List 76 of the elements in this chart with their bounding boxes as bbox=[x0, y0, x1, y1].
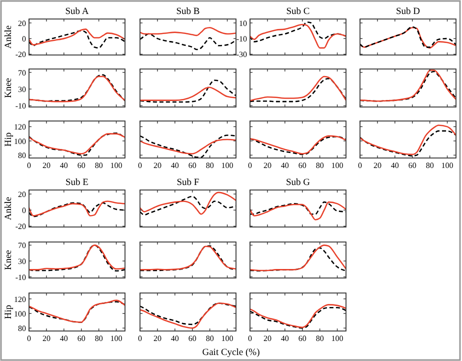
y-tick-label: 80 bbox=[18, 324, 26, 334]
x-tick-label: 40 bbox=[280, 334, 289, 343]
x-tick-label: 20 bbox=[263, 161, 272, 170]
y-tick-label: 30 bbox=[18, 256, 26, 266]
y-axis-title: Ankle bbox=[4, 25, 14, 49]
x-tick-label: 80 bbox=[94, 334, 103, 343]
x-tick-label: 80 bbox=[316, 161, 324, 170]
x-tick-label: 60 bbox=[188, 161, 196, 170]
y-axis-title: Ankle bbox=[4, 196, 14, 220]
x-tick-label: 60 bbox=[77, 161, 86, 170]
x-tick-label: 20 bbox=[42, 334, 50, 343]
x-tick-label: 100 bbox=[221, 334, 234, 343]
x-tick-label: 60 bbox=[188, 334, 196, 343]
x-tick-label: 40 bbox=[60, 334, 68, 343]
y-tick-label: -20 bbox=[15, 50, 26, 60]
y-tick-label: 100 bbox=[14, 309, 26, 318]
x-tick-label: 40 bbox=[170, 334, 179, 343]
y-tick-label: 20 bbox=[18, 18, 26, 28]
x-tick-label: 20 bbox=[263, 334, 272, 343]
chart-title: Sub D bbox=[396, 7, 420, 17]
y-tick-label: -20 bbox=[15, 222, 26, 232]
y-tick-label: 80 bbox=[18, 151, 26, 160]
y-tick-label: 70 bbox=[18, 241, 26, 250]
chart-title: Sub G bbox=[286, 178, 310, 188]
x-tick-label: 20 bbox=[153, 334, 162, 343]
y-tick-label: -30 bbox=[236, 50, 247, 60]
x-tick-label: 80 bbox=[316, 334, 324, 343]
y-tick-label: 120 bbox=[14, 122, 26, 132]
chart-title: Sub E bbox=[66, 178, 89, 188]
y-tick-label: 0 bbox=[22, 34, 26, 44]
x-tick-label: 20 bbox=[153, 161, 162, 170]
y-axis-title: Hip bbox=[4, 304, 14, 320]
chart-title: Sub B bbox=[176, 7, 200, 17]
x-tick-label: 100 bbox=[331, 161, 344, 170]
x-tick-label: 100 bbox=[441, 161, 454, 170]
chart-title: Sub C bbox=[286, 7, 310, 17]
x-tick-label: 80 bbox=[94, 161, 103, 170]
y-axis-title: Hip bbox=[4, 132, 14, 147]
x-tick-label: 80 bbox=[426, 161, 434, 170]
x-tick-label: 60 bbox=[77, 334, 86, 343]
y-tick-label: 30 bbox=[18, 85, 26, 94]
y-tick-label: 0 bbox=[22, 206, 26, 216]
line-series bbox=[250, 24, 346, 49]
x-tick-label: 80 bbox=[206, 161, 214, 170]
x-tick-label: 100 bbox=[110, 161, 122, 170]
line-series bbox=[29, 30, 125, 49]
chart-title: Sub A bbox=[65, 7, 89, 17]
chart-title: Sub F bbox=[176, 178, 200, 188]
x-tick-label: 60 bbox=[408, 161, 416, 170]
y-axis-title: Knee bbox=[4, 250, 14, 270]
x-tick-label: 60 bbox=[298, 334, 306, 343]
y-axis-title: Knee bbox=[4, 78, 14, 98]
x-tick-label: 40 bbox=[170, 161, 179, 170]
x-tick-label: 0 bbox=[138, 334, 142, 343]
x-tick-label: 20 bbox=[373, 161, 382, 170]
y-tick-label: 70 bbox=[18, 68, 26, 78]
x-tick-label: 40 bbox=[280, 161, 289, 170]
line-series bbox=[29, 28, 125, 46]
y-tick-label: 10 bbox=[239, 18, 247, 28]
x-tick-label: 0 bbox=[138, 161, 142, 170]
x-tick-label: 40 bbox=[60, 161, 68, 170]
x-tick-label: 40 bbox=[390, 161, 399, 170]
y-tick-label: -10 bbox=[15, 102, 26, 111]
x-tick-label: 0 bbox=[358, 161, 362, 170]
y-tick-label: 20 bbox=[18, 190, 26, 200]
x-tick-label: 100 bbox=[221, 161, 234, 170]
x-tick-label: 20 bbox=[42, 161, 50, 170]
x-tick-label: 100 bbox=[331, 334, 344, 343]
y-tick-label: -10 bbox=[15, 272, 26, 282]
y-tick-label: -10 bbox=[236, 34, 247, 44]
y-tick-label: 120 bbox=[14, 294, 26, 304]
x-tick-label: 60 bbox=[298, 161, 306, 170]
x-tick-label: 100 bbox=[110, 334, 122, 343]
y-tick-label: 100 bbox=[14, 136, 26, 146]
x-axis-title: Gait Cycle (%) bbox=[202, 348, 260, 358]
x-tick-label: 80 bbox=[206, 334, 214, 343]
